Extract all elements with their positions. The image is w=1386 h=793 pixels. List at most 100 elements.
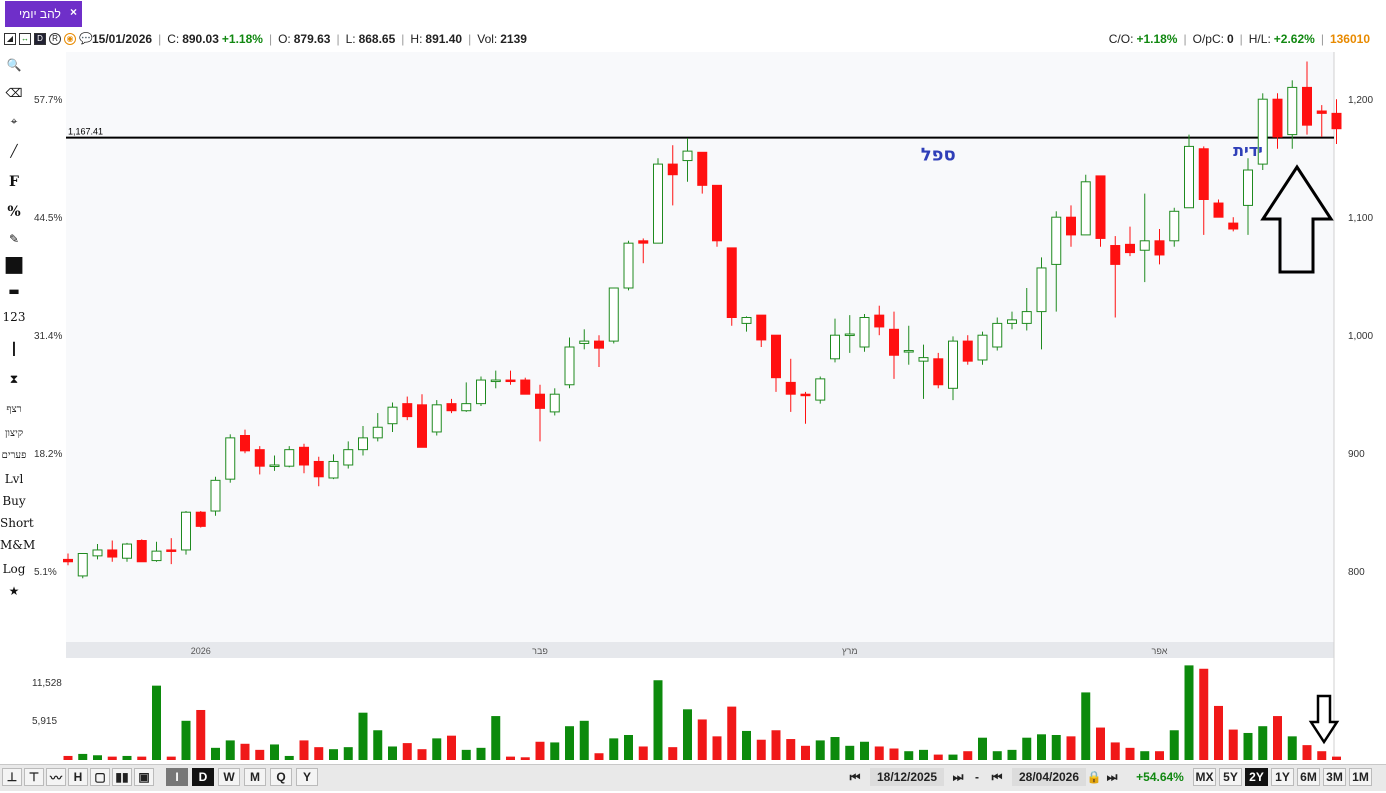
symbol-tab[interactable]: להב יומי × (5, 1, 82, 27)
vol-label: Vol: (477, 32, 498, 46)
candle-body (1213, 202, 1224, 218)
period-Y[interactable]: Y (296, 768, 318, 786)
share-icon[interactable]: ↔ (19, 33, 31, 45)
range-2Y[interactable]: 2Y (1245, 768, 1268, 786)
range-3M[interactable]: 3M (1323, 768, 1346, 786)
vertical-line-icon[interactable]: ┃ (10, 342, 18, 356)
date-separator: - (975, 770, 979, 784)
chart-style-tool-2[interactable]: 〰 (46, 768, 66, 786)
chart-style-tool-5[interactable]: ▮▮ (112, 768, 132, 786)
volume-bar (756, 739, 766, 760)
end-date-field[interactable]: 28/04/2026 (1012, 768, 1086, 786)
chat-icon[interactable]: 💬 (79, 33, 93, 45)
chart-style-tool-6[interactable]: ▣ (134, 768, 154, 786)
candle-body (417, 404, 427, 448)
line-tool-icon[interactable]: ╱ (10, 144, 18, 158)
volume-bar (93, 755, 102, 760)
tool-buy[interactable]: Buy (2, 494, 26, 508)
volume-bar (63, 755, 73, 760)
tool-short[interactable]: Short (0, 516, 34, 530)
time-tick-label: 2026 (191, 646, 211, 656)
volume-bar (1081, 692, 1091, 760)
registered-icon[interactable]: R (49, 33, 61, 45)
annotation-label: ידית (1233, 141, 1263, 160)
close-icon[interactable]: × (69, 5, 77, 19)
start-date-field[interactable]: 18/12/2025 (870, 768, 944, 786)
range-6M[interactable]: 6M (1297, 768, 1320, 786)
candle-body (1080, 181, 1091, 236)
search-icon[interactable]: 🔍 (6, 58, 22, 72)
candle-body (107, 549, 118, 558)
period-D[interactable]: D (192, 768, 214, 786)
candle-body (1110, 245, 1121, 265)
draw-icon[interactable]: ◢ (4, 33, 16, 45)
co-label: C/O: (1108, 32, 1134, 46)
volume-tick-label: 5,915 (32, 716, 57, 727)
drawing-toolbar: 🔍 ⌫ ⌖ ╱ F% ✎ ■ ▬ 123 ┃ ⧗ רצף קיצון פערים Lvl Buy Short M&… (0, 52, 36, 764)
tool-mm[interactable]: M&M (0, 538, 36, 552)
range-1M[interactable]: 1M (1349, 768, 1372, 786)
volume-bar (668, 747, 678, 760)
range-1Y[interactable]: 1Y (1271, 768, 1294, 786)
volume-bar (845, 745, 855, 760)
range-MX[interactable]: MX (1193, 768, 1216, 786)
nav-first-icon-2[interactable]: ⏮ (991, 769, 1003, 784)
line-width-icon[interactable]: ▬ (8, 284, 20, 298)
nav-last-icon-2[interactable]: ⏭ (1106, 769, 1118, 784)
chart-style-tool-1[interactable]: ⊤ (24, 768, 44, 786)
nav-first-icon[interactable]: ⏮ (849, 769, 861, 784)
range-5Y[interactable]: 5Y (1219, 768, 1242, 786)
candle-body (1316, 110, 1327, 114)
candle-body (653, 163, 663, 244)
volume-bar (181, 720, 191, 760)
candle-type-icon[interactable]: ⧗ (9, 372, 19, 386)
volume-bar (491, 716, 501, 760)
chart-style-tool-4[interactable]: ▢ (90, 768, 110, 786)
crosshair-icon[interactable]: ⌖ (10, 114, 18, 128)
percent-tool[interactable]: % (7, 204, 21, 220)
volume-bar (1066, 736, 1076, 760)
chart-style-tool-3[interactable]: H (68, 768, 88, 786)
tool-kitzun[interactable]: קיצון (4, 428, 24, 439)
period-I[interactable]: I (166, 768, 188, 786)
volume-bar (343, 747, 353, 760)
y-tick-label: 1,100 (1348, 213, 1373, 224)
volume-bar (1228, 729, 1238, 760)
pct-tick-label: 18.2% (34, 449, 62, 460)
volume-bar (107, 756, 117, 760)
period-Q[interactable]: Q (270, 768, 292, 786)
nav-last-icon[interactable]: ⏭ (952, 769, 964, 784)
target-icon[interactable]: ◉ (64, 33, 76, 45)
candle-body (520, 379, 531, 395)
tool-retzef[interactable]: רצף (6, 404, 22, 415)
volume-bar (373, 730, 383, 760)
volume-bar (933, 754, 943, 760)
tool-paarim[interactable]: פערים (1, 450, 27, 461)
volume-bar (786, 739, 796, 760)
fibonacci-tool[interactable]: F (9, 174, 19, 190)
tool-log[interactable]: Log (2, 562, 26, 576)
edit-icon[interactable]: ✎ (8, 232, 20, 246)
document-icon[interactable]: D (34, 33, 46, 45)
lock-icon[interactable]: 🔒 (1086, 770, 1102, 784)
period-M[interactable]: M (244, 768, 266, 786)
candle-body (136, 540, 147, 563)
candle-body (800, 393, 811, 397)
volume-bar (992, 751, 1002, 760)
volume-bar (579, 720, 589, 760)
volume-bar (830, 737, 840, 760)
candle-body (874, 314, 885, 328)
chart-style-tool-0[interactable]: ⊥ (2, 768, 22, 786)
star-icon[interactable]: ★ (8, 584, 20, 598)
candle-body (992, 322, 1003, 348)
period-W[interactable]: W (218, 768, 240, 786)
eraser-icon[interactable]: ⌫ (5, 86, 23, 100)
candle-body (579, 340, 590, 344)
opc-value: 0 (1226, 32, 1234, 46)
candle-body (889, 328, 899, 356)
color-swatch[interactable]: ■ (3, 252, 25, 277)
number-tool[interactable]: 123 (2, 310, 26, 324)
tool-lvl[interactable]: Lvl (4, 472, 24, 486)
price-chart[interactable]: 800 900 1,000 1,100 1,200 5.1% 18.2% 31.4% 44.5%… (0, 52, 1386, 764)
volume-bar (1125, 747, 1135, 760)
